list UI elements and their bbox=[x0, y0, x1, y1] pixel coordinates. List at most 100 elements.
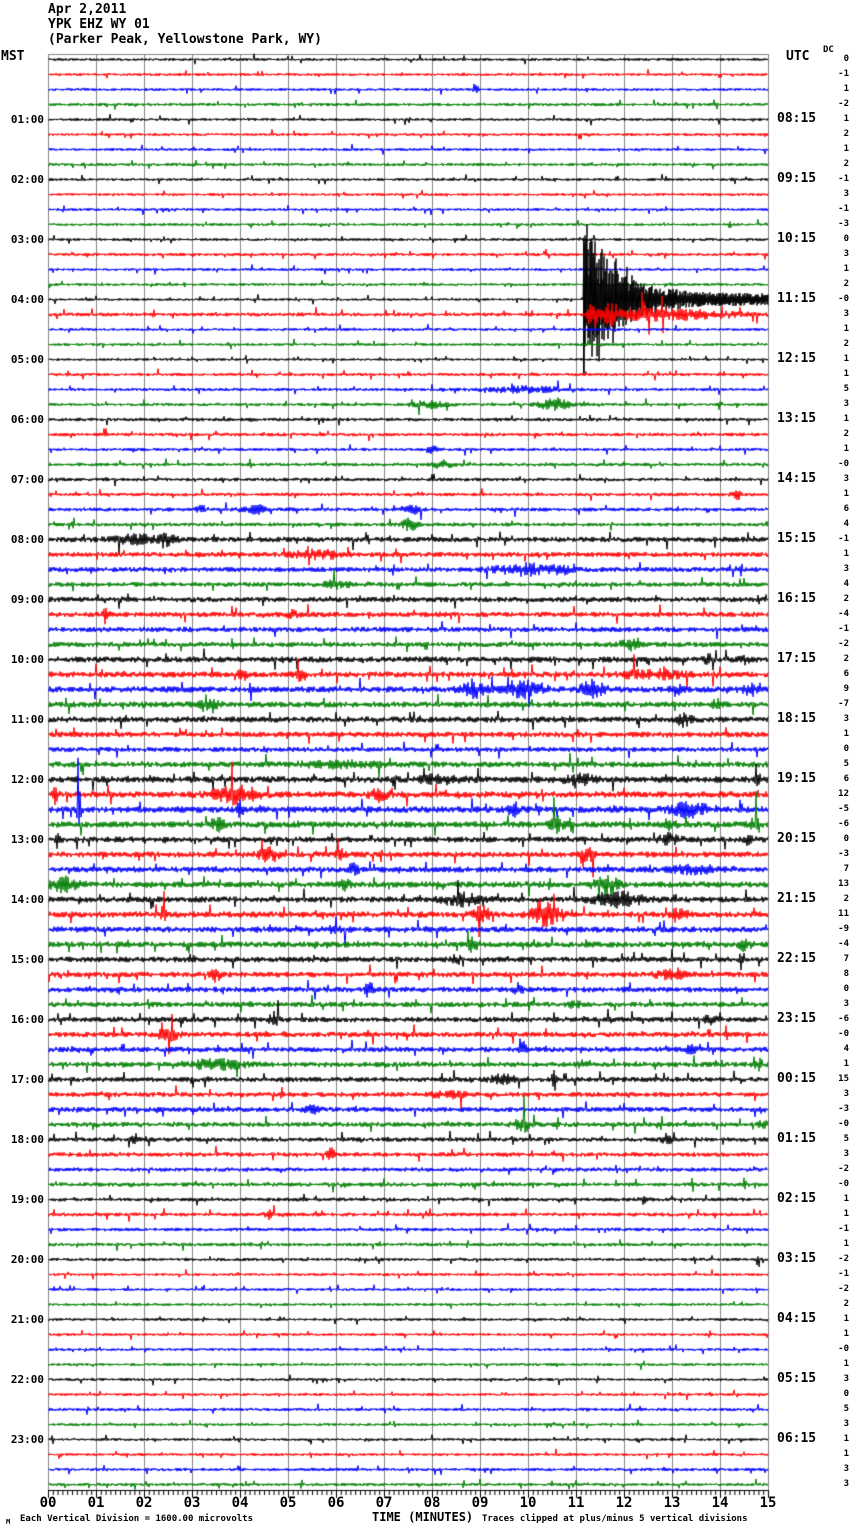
hour-label-mst: 23:00 bbox=[10, 1433, 44, 1446]
dc-value: 1 bbox=[843, 324, 849, 334]
dc-value: -2 bbox=[838, 639, 849, 649]
dc-value: -1 bbox=[838, 624, 849, 634]
dc-value: 5 bbox=[843, 759, 849, 769]
dc-value: 3 bbox=[843, 249, 849, 259]
dc-value: 3 bbox=[843, 1149, 849, 1159]
dc-value: -4 bbox=[838, 939, 849, 949]
hour-label-mst: 18:00 bbox=[10, 1133, 44, 1146]
hour-label-utc: 04:15 bbox=[777, 1311, 817, 1326]
hour-label-mst: 14:00 bbox=[10, 893, 44, 906]
dc-value: 1 bbox=[843, 489, 849, 499]
hour-label-utc: 03:15 bbox=[777, 1251, 817, 1266]
hour-label-mst: 16:00 bbox=[10, 1013, 44, 1026]
x-tick-label: 05 bbox=[279, 1495, 297, 1511]
dc-value: 3 bbox=[843, 474, 849, 484]
hour-label-utc: 19:15 bbox=[777, 771, 817, 786]
x-tick-label: 06 bbox=[327, 1495, 345, 1511]
hour-label-utc: 17:15 bbox=[777, 651, 817, 666]
dc-value: 0 bbox=[843, 234, 849, 244]
dc-value: 0 bbox=[843, 54, 849, 64]
hour-label-utc: 05:15 bbox=[777, 1371, 817, 1386]
dc-value: -0 bbox=[838, 1029, 849, 1039]
x-tick-label: 03 bbox=[183, 1495, 201, 1511]
dc-value: 13 bbox=[838, 879, 849, 889]
hour-label-mst: 10:00 bbox=[10, 653, 44, 666]
dc-value: 1 bbox=[843, 84, 849, 94]
hour-label-mst: 15:00 bbox=[10, 953, 44, 966]
dc-value: 2 bbox=[843, 159, 849, 169]
hour-label-mst: 21:00 bbox=[10, 1313, 44, 1326]
hour-label-mst: 22:00 bbox=[10, 1373, 44, 1386]
dc-value: 2 bbox=[843, 339, 849, 349]
dc-value: 4 bbox=[843, 519, 849, 529]
dc-value: -6 bbox=[838, 1014, 849, 1024]
dc-value: 3 bbox=[843, 1479, 849, 1489]
hour-label-utc: 11:15 bbox=[777, 291, 817, 306]
hour-label-mst: 11:00 bbox=[10, 713, 44, 726]
dc-value: 1 bbox=[843, 414, 849, 424]
dc-value: 0 bbox=[843, 744, 849, 754]
dc-value: 1 bbox=[843, 114, 849, 124]
dc-value: -3 bbox=[838, 849, 849, 859]
dc-value: 8 bbox=[843, 969, 849, 979]
hour-label-mst: 20:00 bbox=[10, 1253, 44, 1266]
dc-value: -1 bbox=[838, 1224, 849, 1234]
dc-value: 3 bbox=[843, 1464, 849, 1474]
hour-label-mst: 12:00 bbox=[10, 773, 44, 786]
dc-value: 1 bbox=[843, 1194, 849, 1204]
dc-value: -4 bbox=[838, 609, 849, 619]
hour-label-mst: 13:00 bbox=[10, 833, 44, 846]
hour-label-utc: 20:15 bbox=[777, 831, 817, 846]
hour-label-utc: 22:15 bbox=[777, 951, 817, 966]
hour-label-mst: 05:00 bbox=[10, 353, 44, 366]
dc-value: 1 bbox=[843, 369, 849, 379]
dc-value: 2 bbox=[843, 429, 849, 439]
location-label: (Parker Peak, Yellowstone Park, WY) bbox=[48, 32, 322, 47]
x-tick-label: 02 bbox=[135, 1495, 153, 1511]
dc-value: 7 bbox=[843, 864, 849, 874]
dc-value: 1 bbox=[843, 1434, 849, 1444]
hour-label-mst: 06:00 bbox=[10, 413, 44, 426]
hour-label-utc: 12:15 bbox=[777, 351, 817, 366]
x-tick-label: 09 bbox=[471, 1495, 489, 1511]
dc-value: 5 bbox=[843, 384, 849, 394]
hour-label-mst: 19:00 bbox=[10, 1193, 44, 1206]
hour-label-mst: 09:00 bbox=[10, 593, 44, 606]
hour-label-mst: 03:00 bbox=[10, 233, 44, 246]
dc-value: -7 bbox=[838, 699, 849, 709]
dc-value: 1 bbox=[843, 1449, 849, 1459]
dc-value: 6 bbox=[843, 774, 849, 784]
dc-value: 1 bbox=[843, 1209, 849, 1219]
dc-value: -0 bbox=[838, 459, 849, 469]
dc-value: 1 bbox=[843, 1314, 849, 1324]
dc-value: 4 bbox=[843, 1044, 849, 1054]
dc-value: -2 bbox=[838, 1254, 849, 1264]
x-tick-label: 07 bbox=[375, 1495, 393, 1511]
dc-value: 1 bbox=[843, 1359, 849, 1369]
corner-mark: M bbox=[6, 1518, 11, 1526]
utc-header: UTC bbox=[786, 49, 810, 64]
x-tick-label: 10 bbox=[519, 1495, 537, 1511]
x-tick-label: 04 bbox=[231, 1495, 249, 1511]
dc-value: 3 bbox=[843, 309, 849, 319]
dc-value: 5 bbox=[843, 1134, 849, 1144]
dc-value: 9 bbox=[843, 684, 849, 694]
hour-label-utc: 13:15 bbox=[777, 411, 817, 426]
dc-value: -6 bbox=[838, 819, 849, 829]
dc-value: -3 bbox=[838, 1104, 849, 1114]
dc-value: 15 bbox=[838, 1074, 849, 1084]
dc-value: 3 bbox=[843, 714, 849, 724]
station-label: YPK EHZ WY 01 bbox=[48, 17, 150, 32]
dc-value: 3 bbox=[843, 1089, 849, 1099]
dc-value: 1 bbox=[843, 1239, 849, 1249]
dc-value: -0 bbox=[838, 1179, 849, 1189]
dc-value: -0 bbox=[838, 294, 849, 304]
dc-value: 1 bbox=[843, 444, 849, 454]
x-tick-label: 01 bbox=[87, 1495, 105, 1511]
dc-value: 2 bbox=[843, 594, 849, 604]
dc-value: -1 bbox=[838, 1269, 849, 1279]
hour-label-utc: 23:15 bbox=[777, 1011, 817, 1026]
hour-label-mst: 04:00 bbox=[10, 293, 44, 306]
dc-value: -2 bbox=[838, 1284, 849, 1294]
